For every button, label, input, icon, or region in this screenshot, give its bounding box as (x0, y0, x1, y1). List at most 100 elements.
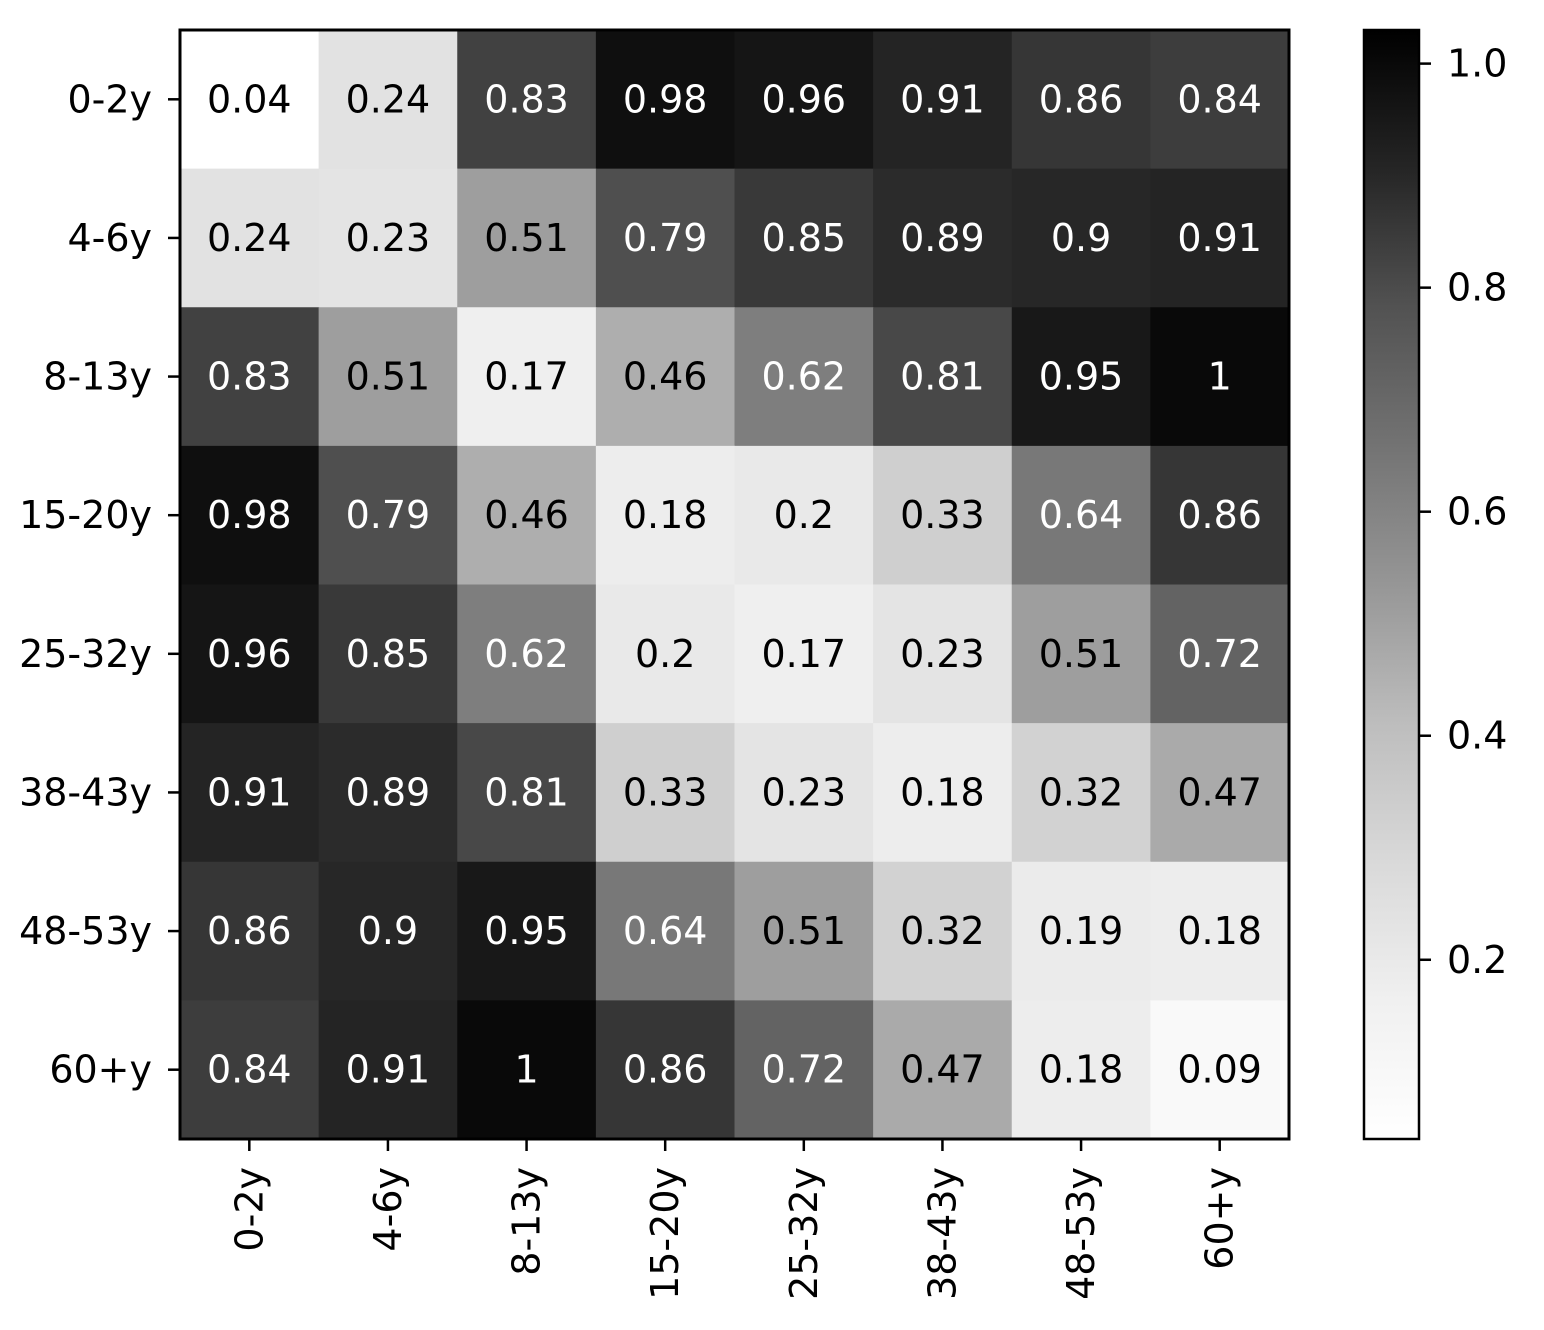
heatmap-cell (734, 445, 874, 585)
heatmap-cell (595, 445, 735, 585)
cell-value-label: 0.91 (900, 77, 985, 121)
heatmap-cell (457, 861, 597, 1001)
cell-value-label: 0.72 (1177, 632, 1262, 676)
heatmap-cell (873, 723, 1013, 863)
heatmap-cell (1011, 307, 1151, 447)
cell-value-label: 0.51 (762, 909, 847, 953)
cell-value-label: 0.18 (1177, 909, 1262, 953)
heatmap-cell (457, 445, 597, 585)
heatmap-cell (318, 584, 458, 724)
cell-value-label: 0.81 (900, 355, 985, 399)
cell-value-label: 0.85 (346, 632, 431, 676)
cell-value-label: 0.64 (623, 909, 708, 953)
colorbar-tick-label: 0.2 (1447, 938, 1507, 982)
heatmap-cell (1150, 307, 1290, 447)
cell-value-label: 0.9 (1051, 216, 1111, 260)
heatmap-cell (595, 30, 735, 170)
x-tick-label: 60+y (1198, 1167, 1242, 1270)
x-tick-label: 4-6y (366, 1167, 410, 1252)
y-tick-label: 8-13y (43, 355, 152, 399)
cell-value-label: 0.79 (623, 216, 708, 260)
cell-value-label: 0.83 (207, 355, 292, 399)
cell-value-label: 0.91 (207, 770, 292, 814)
heatmap-cell (180, 584, 320, 724)
heatmap-cell (457, 584, 597, 724)
x-tick-label: 8-13y (505, 1167, 549, 1276)
heatmap-cell (318, 723, 458, 863)
colorbar-gradient (1364, 30, 1419, 1139)
y-tick-label: 48-53y (19, 909, 152, 953)
cell-value-label: 0.32 (1039, 770, 1124, 814)
x-tick-label: 25-32y (782, 1167, 826, 1300)
cell-value-label: 0.18 (623, 493, 708, 537)
heatmap-cell (1011, 1000, 1151, 1140)
heatmap-cell (180, 445, 320, 585)
y-tick-label: 15-20y (19, 493, 152, 537)
heatmap-cell (318, 445, 458, 585)
cell-value-label: 0.83 (484, 77, 569, 121)
cell-value-label: 0.84 (207, 1048, 292, 1092)
heatmap-cell (180, 30, 320, 170)
cell-value-label: 0.32 (900, 909, 985, 953)
cell-value-label: 0.96 (762, 77, 847, 121)
heatmap-cell (457, 307, 597, 447)
heatmap-cell (318, 861, 458, 1001)
cell-value-label: 0.9 (358, 909, 418, 953)
heatmap-cell (318, 307, 458, 447)
heatmap-cell (1011, 861, 1151, 1001)
heatmap-cell (457, 30, 597, 170)
cell-value-label: 0.24 (207, 216, 292, 260)
heatmap-cell (180, 723, 320, 863)
heatmap-cell (1011, 723, 1151, 863)
heatmap-cell (1011, 445, 1151, 585)
colorbar-tick-label: 0.8 (1447, 266, 1507, 310)
cell-value-label: 0.86 (623, 1048, 708, 1092)
heatmap-cell (595, 168, 735, 308)
heatmap-cell (1150, 1000, 1290, 1140)
cell-value-label: 0.95 (1039, 355, 1124, 399)
cell-value-label: 0.91 (346, 1048, 431, 1092)
cell-value-label: 0.85 (762, 216, 847, 260)
heatmap-cell (318, 1000, 458, 1140)
cell-value-label: 0.98 (207, 493, 292, 537)
cell-value-label: 0.33 (623, 770, 708, 814)
colorbar-tick-label: 0.4 (1447, 714, 1507, 758)
cell-value-label: 0.47 (900, 1048, 985, 1092)
cell-value-label: 0.09 (1177, 1048, 1262, 1092)
cell-value-label: 0.51 (484, 216, 569, 260)
heatmap-cell (180, 168, 320, 308)
y-tick-label: 4-6y (67, 216, 152, 260)
heatmap-cell (734, 723, 874, 863)
heatmap-cell (873, 584, 1013, 724)
heatmap-cell (1011, 30, 1151, 170)
heatmap-cells (180, 30, 1290, 1140)
heatmap-cell (595, 584, 735, 724)
cell-value-label: 0.81 (484, 770, 569, 814)
cell-value-label: 0.2 (635, 632, 695, 676)
cell-value-label: 0.62 (762, 355, 847, 399)
cell-value-label: 0.95 (484, 909, 569, 953)
colorbar: 0.2 0.4 0.6 0.8 1.0 (1362, 28, 1507, 1141)
heatmap-cell (1150, 584, 1290, 724)
heatmap-cell (595, 861, 735, 1001)
heatmap-cell (1150, 861, 1290, 1001)
heatmap-cell (180, 307, 320, 447)
cell-value-label: 0.23 (900, 632, 985, 676)
heatmap-cell (457, 1000, 597, 1140)
heatmap-cell (180, 1000, 320, 1140)
cell-value-label: 0.51 (346, 355, 431, 399)
heatmap-cell (734, 307, 874, 447)
colorbar-tick-label: 0.6 (1447, 490, 1507, 534)
heatmap-cell (1150, 168, 1290, 308)
colorbar-frame (1362, 28, 1421, 1141)
heatmap-cell (318, 168, 458, 308)
heatmap-cell (595, 723, 735, 863)
heatmap-cell (1150, 723, 1290, 863)
cell-value-label: 0.18 (900, 770, 985, 814)
plot-frame (178, 28, 1291, 1141)
cell-value-label: 0.46 (484, 493, 569, 537)
heatmap-cell (734, 30, 874, 170)
cell-value-label: 0.79 (346, 493, 431, 537)
cell-value-label: 0.19 (1039, 909, 1124, 953)
